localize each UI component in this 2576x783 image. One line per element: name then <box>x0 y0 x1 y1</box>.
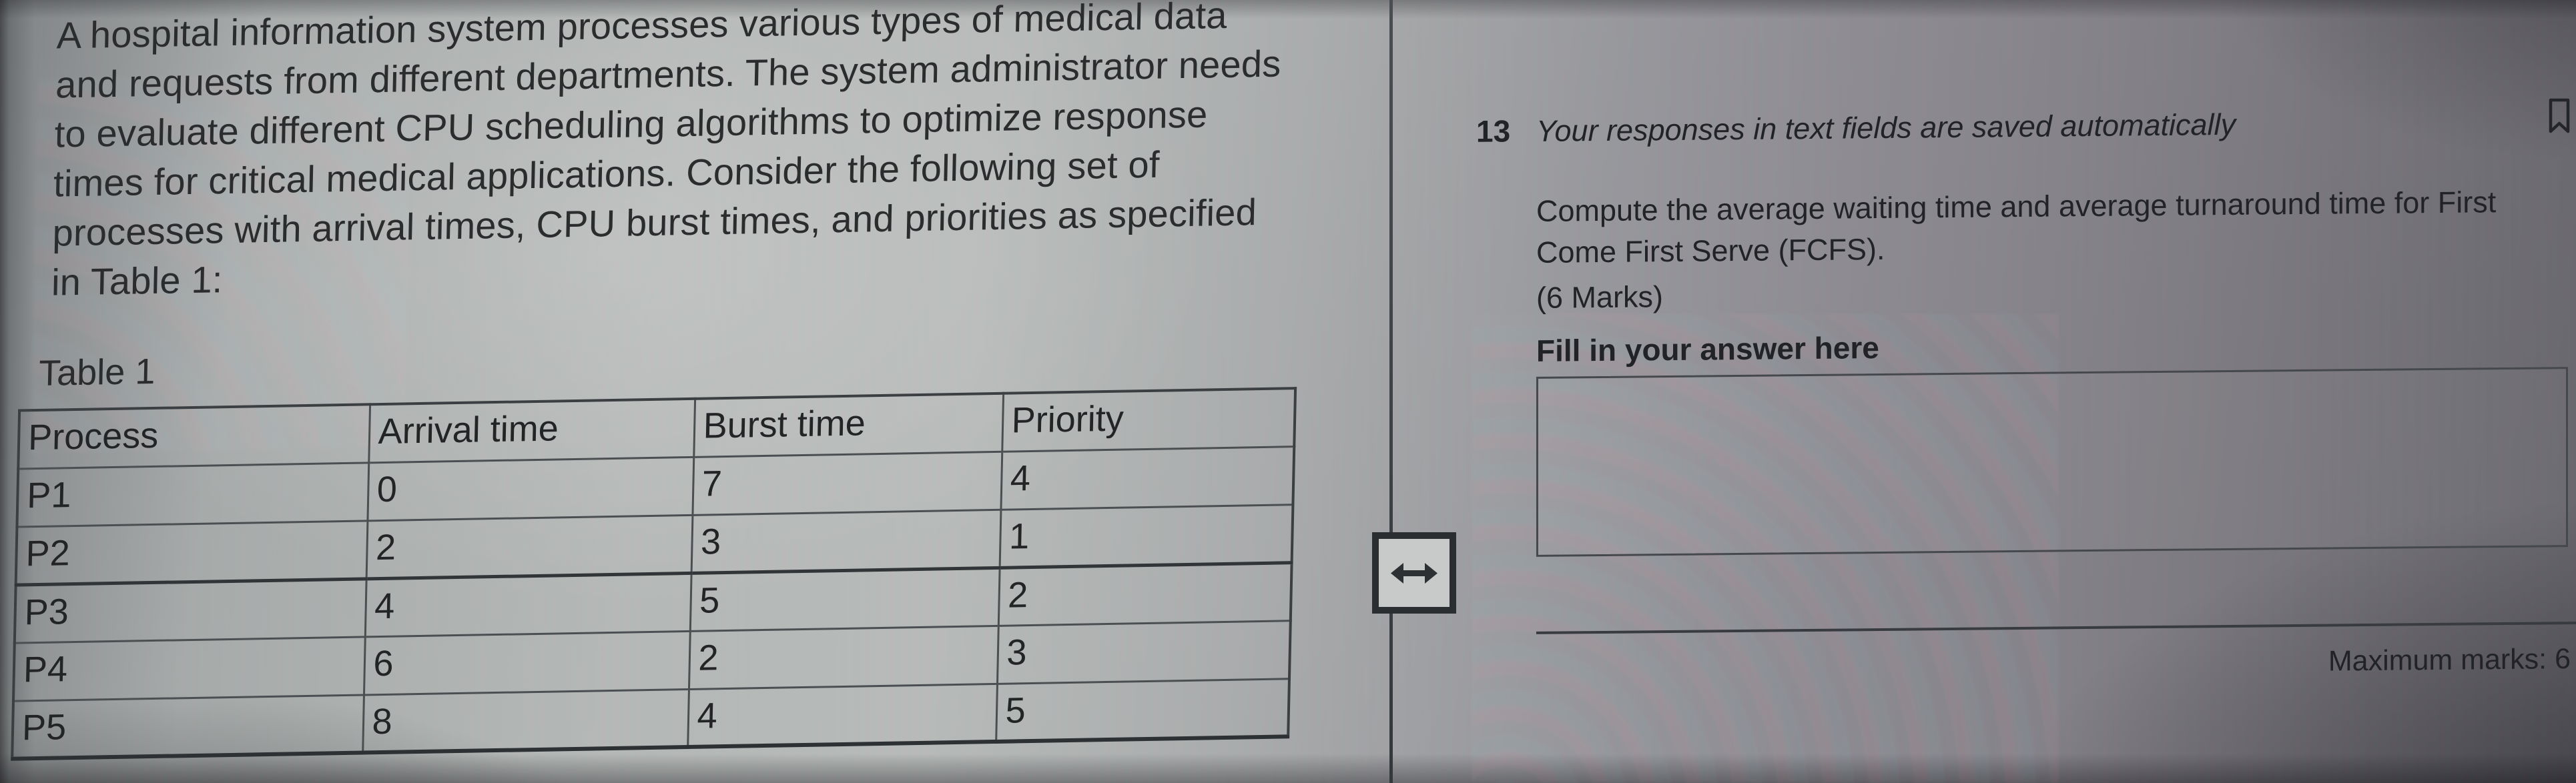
cell-arrival-time: 0 <box>367 456 694 521</box>
cell-process: P5 <box>12 694 364 759</box>
cell-priority: 5 <box>996 678 1289 742</box>
cell-arrival-time: 2 <box>366 514 693 579</box>
cell-process: P2 <box>15 520 368 585</box>
cell-process: P3 <box>14 578 366 643</box>
cell-burst-time: 7 <box>692 451 1002 515</box>
cell-burst-time: 4 <box>687 683 997 748</box>
bookmark-icon[interactable] <box>2548 97 2571 138</box>
process-table: Process Arrival time Burst time Priority… <box>11 387 1297 761</box>
cell-arrival-time: 4 <box>364 572 691 637</box>
max-marks-label: Maximum marks: 6 <box>2328 643 2571 678</box>
autosave-note: Your responses in text fields are saved … <box>1536 107 2236 148</box>
cell-burst-time: 5 <box>689 567 1000 631</box>
column-header-burst-time: Burst time <box>693 393 1004 457</box>
panel-resize-handle[interactable] <box>1372 532 1456 614</box>
column-header-priority: Priority <box>1002 388 1296 452</box>
cell-process: P1 <box>17 462 369 527</box>
answer-textarea[interactable] <box>1536 367 2568 557</box>
cell-process: P4 <box>13 636 365 701</box>
question-text-line: Compute the average waiting time and ave… <box>1536 185 2497 228</box>
resize-horizontal-icon <box>1391 563 1437 584</box>
column-header-arrival-time: Arrival time <box>368 398 695 463</box>
panel-divider <box>1389 0 1393 783</box>
table-title: Table 1 <box>38 351 156 394</box>
answer-panel: 13 Your responses in text fields are sav… <box>1462 0 2576 783</box>
cell-burst-time: 2 <box>688 625 998 689</box>
column-header-process: Process <box>18 404 370 469</box>
question-paragraph: A hospital information system processes … <box>51 0 1282 307</box>
question-number: 13 <box>1476 113 1511 149</box>
cell-burst-time: 3 <box>691 509 1001 573</box>
cell-arrival-time: 8 <box>362 688 689 753</box>
question-panel: A hospital information system processes … <box>11 0 1297 761</box>
cell-arrival-time: 6 <box>363 630 690 695</box>
cell-priority: 1 <box>999 504 1293 568</box>
question-text-line: Come First Serve (FCFS). <box>1536 231 1885 269</box>
cell-priority: 2 <box>998 562 1292 626</box>
marks-note: (6 Marks) <box>1536 279 1663 315</box>
cell-priority: 4 <box>1000 446 1295 510</box>
answer-prompt-label: Fill in your answer here <box>1536 329 1879 368</box>
cell-priority: 3 <box>996 620 1291 684</box>
footer-divider-line <box>1536 621 2576 634</box>
